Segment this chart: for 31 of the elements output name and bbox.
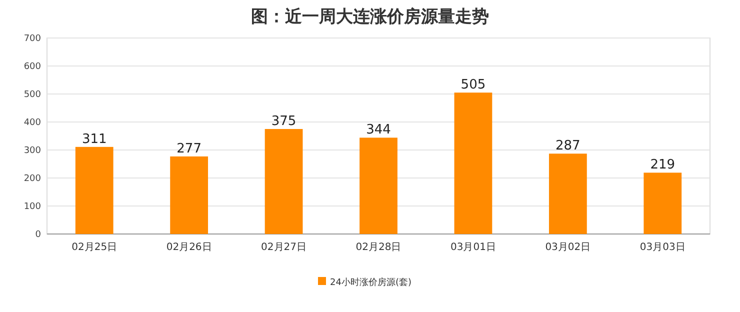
data-label: 219 xyxy=(650,158,676,173)
y-tick-label: 300 xyxy=(24,146,42,156)
bar xyxy=(548,154,587,234)
x-tick-label: 03月02日 xyxy=(545,242,591,253)
chart-title: 图：近一周大连涨价房源量走势 xyxy=(251,7,489,27)
data-label: 505 xyxy=(460,78,486,93)
data-label: 287 xyxy=(556,138,580,154)
bar xyxy=(454,92,492,234)
bar xyxy=(360,138,398,234)
x-tick-label: 02月28日 xyxy=(356,242,402,253)
y-tick-label: 600 xyxy=(24,62,42,72)
data-label: 375 xyxy=(271,114,296,129)
data-label: 311 xyxy=(82,132,107,147)
data-label: 277 xyxy=(176,141,202,156)
data-label: 344 xyxy=(366,122,391,138)
x-tick-label: 02月26日 xyxy=(166,242,212,253)
bar xyxy=(264,129,303,234)
legend-label: 24小时涨价房源(套) xyxy=(330,277,412,288)
x-tick-label: 03月03日 xyxy=(640,242,686,253)
x-tick-label: 03月01日 xyxy=(450,242,496,253)
y-tick-label: 200 xyxy=(24,174,42,184)
y-tick-label: 100 xyxy=(24,202,42,212)
y-tick-label: 500 xyxy=(24,90,42,100)
bar xyxy=(75,146,114,234)
bar xyxy=(644,172,682,234)
bar xyxy=(170,156,208,234)
y-tick-label: 700 xyxy=(24,34,42,44)
x-tick-label: 02月27日 xyxy=(261,242,307,253)
y-tick-label: 0 xyxy=(35,230,42,240)
x-tick-label: 02月25日 xyxy=(72,242,118,253)
y-tick-label: 400 xyxy=(24,118,42,128)
